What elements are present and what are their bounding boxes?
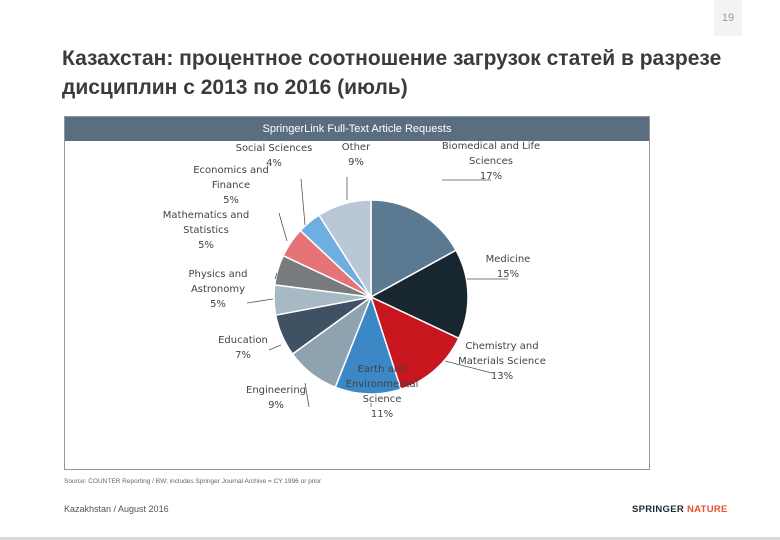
slice-label-biomedical-and-life-sciences: Biomedical and Life Sciences 17% [442, 141, 540, 182]
slice-label-mathematics-and-statistics: Mathematics and Statistics 5% [163, 210, 249, 251]
slice-label-chemistry-and-materials-science: Chemistry and Materials Science 13% [458, 341, 546, 382]
source-note: Source: COUNTER Reporting / BW; includes… [64, 478, 322, 485]
pie-slice-earth-and-environmental-science [334, 294, 402, 395]
leader-line [304, 382, 310, 408]
slice-label-education: Education 7% [218, 335, 268, 361]
slice-label-medicine: Medicine 15% [486, 254, 531, 280]
leader-line [268, 344, 282, 351]
pie-slice-chemistry-and-materials-science [369, 295, 460, 391]
leader-line [300, 178, 306, 226]
logo-text-nature: NATURE [684, 504, 728, 515]
page-number: 19 [721, 12, 735, 24]
logo-text-springer: SPRINGER [632, 504, 685, 515]
footer-caption: Kazakhstan / August 2016 [64, 504, 169, 514]
leader-line [444, 360, 493, 374]
slice-label-other: Other 9% [342, 142, 371, 168]
springer-nature-logo: SPRINGER NATURE [632, 504, 728, 515]
slice-label-social-sciences: Social Sciences 4% [236, 143, 313, 169]
pie-chart: Biomedical and Life Sciences 17% Medicine 15… [163, 141, 546, 420]
slice-label-engineering: Engineering 9% [246, 385, 306, 411]
pie-slice-biomedical-and-life-sciences [370, 199, 458, 299]
leader-line [246, 298, 274, 304]
slice-label-physics-and-astronomy: Physics and Astronomy 5% [189, 269, 248, 310]
pie-slice-medicine [369, 249, 469, 340]
chart-header: SpringerLink Full-Text Article Requests [65, 117, 649, 141]
slice-label-economics-and-finance: Economics and Finance 5% [193, 165, 269, 206]
chart-frame: SpringerLink Full-Text Article Requests … [64, 116, 650, 470]
leader-line [278, 212, 288, 242]
leader-line [274, 272, 278, 280]
bottom-rule [0, 537, 780, 540]
page-number-tab [714, 0, 742, 36]
slice-label-earth-and-environmental-science: Earth and Environmental Science 11% [346, 364, 419, 420]
pie-slice-other [317, 199, 372, 300]
slide-title: Казахстан: процентное соотношение загруз… [62, 47, 722, 99]
